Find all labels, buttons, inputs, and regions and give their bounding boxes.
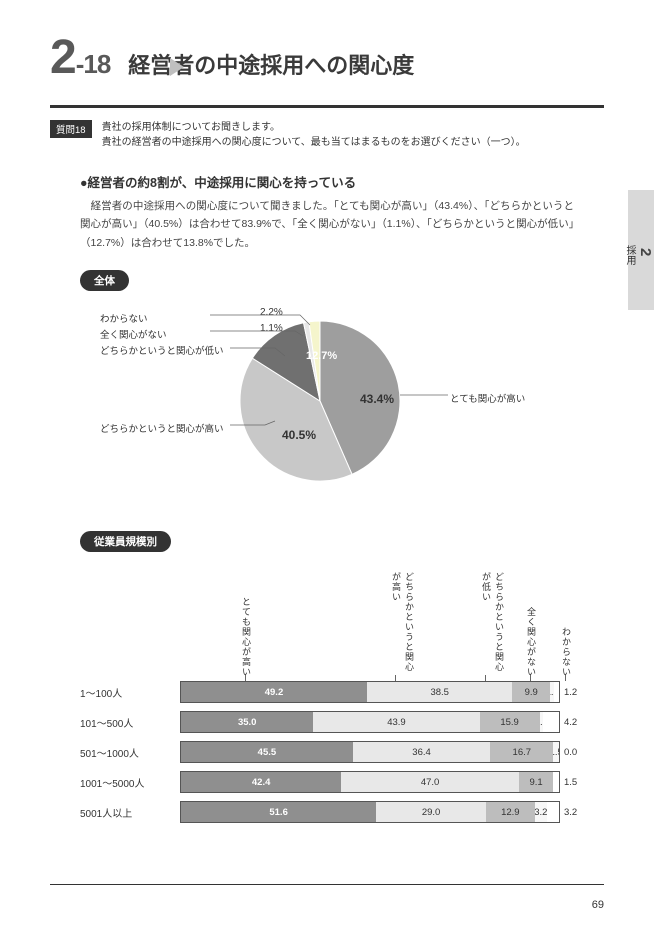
bar-rows: 1〜100人49.238.59.91.21.2101〜500人35.043.91…: [80, 681, 604, 823]
chapter-number: 2-18: [50, 30, 110, 85]
bar-body: 51.629.012.93.2: [180, 801, 560, 823]
chapter-major: 2: [50, 31, 76, 84]
bar-header-label: とても関心が高い: [240, 597, 253, 677]
question-line1: 貴社の採用体制についてお聞きします。: [102, 122, 280, 133]
divider: [50, 105, 604, 108]
bar-segment: 49.2: [181, 682, 367, 702]
bar-headers: とても関心が高い どちらかというと関心が高い どちらかというと関心が低い 全く関心がな…: [180, 572, 604, 677]
bar-row: 501〜1000人45.536.416.71.5 0.0: [80, 741, 604, 763]
bar-segment: [553, 772, 559, 792]
bar-segment: 43.9: [313, 712, 479, 732]
tick-line: [395, 675, 396, 681]
pie-chart-block: 43.4% 40.5% 12.7% 1.1% 2.2% わからない 全く関心がない どち…: [100, 301, 540, 501]
bar-row: 1〜100人49.238.59.91.2 1.2: [80, 681, 604, 703]
pie-section-label: 全体: [80, 270, 129, 291]
bar-row-label: 1〜100人: [80, 685, 180, 700]
tick-line: [565, 675, 566, 681]
bar-segment: 36.4: [353, 742, 490, 762]
bar-trail-value: 1.2: [564, 687, 577, 698]
pie-value-label: 43.4%: [360, 392, 394, 406]
bar-row-label: 501〜1000人: [80, 745, 180, 760]
bar-segment: 16.7: [490, 742, 553, 762]
section-header: 2-18 経営者の中途採用への関心度: [50, 30, 604, 85]
bar-row: 5001人以上51.629.012.93.23.2: [80, 801, 604, 823]
body-text: 経営者の中途採用への関心度について聞きました。「とても関心が高い」（43.4%）…: [80, 197, 574, 252]
bar-body: 35.043.915.90.9: [180, 711, 560, 733]
bar-segment: [543, 712, 559, 732]
bar-row: 1001〜5000人42.447.09.10.0 1.5: [80, 771, 604, 793]
pie-value-label: 40.5%: [282, 428, 316, 442]
bar-row-label: 101〜500人: [80, 715, 180, 730]
question-box: 質問18 貴社の採用体制についてお聞きします。 貴社の経営者の中途採用への関心度…: [50, 120, 604, 150]
side-tab-num: 2: [637, 200, 654, 304]
bar-segment: 38.5: [367, 682, 513, 702]
pie-legend-wakaranai: わからない: [100, 311, 148, 325]
bar-trail-value: 1.5: [564, 777, 577, 788]
bar-segment: 15.9: [480, 712, 540, 732]
bar-segment: 42.4: [181, 772, 341, 792]
bar-body: 49.238.59.91.2: [180, 681, 560, 703]
side-tab-label: 採用: [624, 245, 635, 265]
sub-heading: ●経営者の約8割が、中途採用に関心を持っている: [80, 172, 604, 191]
bar-segment: 1.5: [553, 742, 559, 762]
bar-trail-value: 0.0: [564, 747, 577, 758]
pie-legend-high: とても関心が高い: [450, 391, 525, 405]
bar-segment: 29.0: [376, 802, 486, 822]
bar-segment: 45.5: [181, 742, 353, 762]
footer-line: [50, 884, 604, 885]
tick-line: [245, 675, 246, 681]
bar-header-label: わからない: [560, 627, 573, 677]
bar-segment: [547, 802, 559, 822]
triangle-icon: [170, 58, 184, 76]
bars-section-label: 従業員規模別: [80, 531, 171, 552]
bar-segment: 35.0: [181, 712, 313, 732]
question-text: 貴社の採用体制についてお聞きします。 貴社の経営者の中途採用への関心度について、…: [102, 120, 526, 150]
tick-line: [530, 675, 531, 681]
side-tab: 2 採用: [628, 190, 654, 310]
pie-value-label: 1.1%: [260, 323, 283, 334]
bar-body: 45.536.416.71.5: [180, 741, 560, 763]
bar-row-label: 5001人以上: [80, 805, 180, 820]
stacked-bars-block: とても関心が高い どちらかというと関心が高い どちらかというと関心が低い 全く関心がな…: [80, 572, 604, 823]
bar-segment: [554, 682, 559, 702]
bar-trail-value: 3.2: [564, 807, 577, 818]
bar-segment: 3.2: [535, 802, 547, 822]
pie-legend-none: 全く関心がない: [100, 327, 167, 341]
pie-value-label: 12.7%: [306, 350, 337, 362]
pie-legend-somewhat: どちらかというと関心が高い: [100, 421, 224, 435]
page-number: 69: [592, 899, 604, 911]
bar-segment: 51.6: [181, 802, 376, 822]
bar-segment: 47.0: [341, 772, 519, 792]
bar-segment: 9.1: [519, 772, 553, 792]
bar-row-label: 1001〜5000人: [80, 775, 180, 790]
question-line2: 貴社の経営者の中途採用への関心度について、最も当てはまるものをお選びください（一…: [102, 137, 526, 148]
bar-header-label: 全く関心がない: [525, 607, 538, 677]
bar-body: 42.447.09.10.0: [180, 771, 560, 793]
pie-legend-low: どちらかというと関心が低い: [100, 343, 224, 357]
bar-trail-value: 4.2: [564, 717, 577, 728]
pie-value-label: 2.2%: [260, 307, 283, 318]
bar-row: 101〜500人35.043.915.90.9 4.2: [80, 711, 604, 733]
tick-line: [485, 675, 486, 681]
bar-header-label: どちらかというと関心が高い: [390, 572, 416, 677]
chapter-minor: -18: [76, 49, 111, 79]
bar-header-label: どちらかというと関心が低い: [480, 572, 506, 677]
question-tag: 質問18: [50, 120, 92, 138]
bar-segment: 9.9: [512, 682, 549, 702]
bar-segment: 12.9: [486, 802, 535, 822]
